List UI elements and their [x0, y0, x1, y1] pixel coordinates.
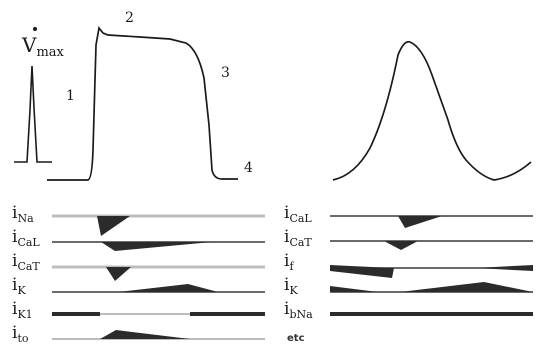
pacemaker-ap-trace [332, 40, 532, 181]
vmax-inset: Vmax [14, 27, 65, 163]
vmax-label: Vmax [21, 33, 65, 60]
ventricular-current-labels: iNa iCaL iCaT iK iK1 ito [12, 203, 40, 345]
ventricular-current-traces [52, 214, 265, 340]
phase-2-label: 2 [125, 10, 134, 26]
icat-pm-fill [384, 241, 418, 250]
if-fill-left [330, 265, 394, 278]
phase-4-label: 4 [244, 160, 253, 176]
pacemaker-current-traces [330, 215, 533, 316]
current-label-ical: iCaL [12, 227, 40, 249]
current-label-icat: iCaT [12, 251, 40, 273]
pacemaker-panel: iCaL iCaT if iK ibNa etc [284, 40, 533, 344]
current-label-if: if [284, 251, 294, 273]
current-label-ik-pm: iK [284, 275, 298, 297]
vmax-trace [14, 65, 52, 163]
if-fill-right [475, 265, 533, 271]
current-label-ito: ito [12, 323, 29, 345]
vmax-subscript: max [36, 45, 64, 60]
ical-pm-fill [398, 216, 442, 228]
ina-fill [97, 216, 130, 236]
current-label-ical-pm: iCaL [284, 203, 312, 225]
phase-1-label: 1 [66, 88, 75, 104]
etc-label: etc [287, 333, 305, 344]
ical-fill [101, 242, 212, 251]
pacemaker-current-labels: iCaL iCaT if iK ibNa etc [284, 203, 313, 344]
vmax-symbol: V [21, 33, 37, 57]
ik-pm-fill-right [400, 282, 533, 292]
current-label-icat-pm: iCaT [284, 227, 312, 249]
phase-3-label: 3 [221, 65, 230, 81]
current-label-ina: iNa [12, 203, 34, 225]
vmax-dot [33, 27, 37, 31]
ik-fill [118, 284, 218, 292]
ventricular-ap-trace [47, 26, 238, 181]
current-label-ibna: ibNa [284, 299, 313, 321]
current-label-ik1: iK1 [12, 299, 33, 321]
ik-pm-fill-left [330, 286, 378, 292]
ito-fill [100, 330, 190, 339]
current-label-ik: iK [12, 275, 26, 297]
icat-fill [106, 267, 131, 281]
ventricular-panel: Vmax 1 2 3 4 iNa iCaL iCaT iK iK1 ito [12, 10, 265, 345]
